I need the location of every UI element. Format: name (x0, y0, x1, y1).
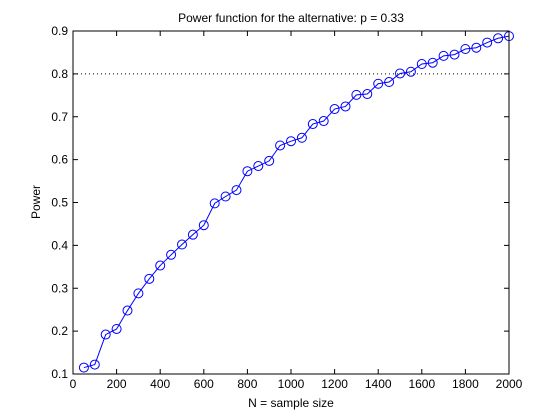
x-tick-label: 1000 (278, 377, 305, 391)
data-point (362, 89, 373, 100)
data-point (166, 249, 177, 260)
x-tick-label: 1800 (452, 377, 479, 391)
data-point (144, 273, 155, 284)
series-layer (78, 31, 514, 373)
data-point (155, 260, 166, 271)
x-tick-label: 2000 (496, 377, 523, 391)
y-tick-label: 0.1 (51, 367, 68, 381)
data-point (177, 239, 187, 250)
x-tick-label: 1600 (408, 377, 435, 391)
data-point (460, 44, 471, 55)
data-point (133, 288, 144, 299)
data-point (482, 37, 493, 48)
x-ticks: 0 200 400 600 800 1000 1200 1400 1600 1800 2000 (70, 31, 523, 391)
x-tick-label: 600 (194, 377, 214, 391)
x-tick-label: 800 (237, 377, 257, 391)
chart-title: Power function for the alternative: p = … (178, 11, 404, 25)
y-tick-label: 0.8 (51, 67, 68, 81)
x-tick-label: 200 (107, 377, 127, 391)
data-point (438, 50, 449, 61)
y-tick-label: 0.9 (51, 24, 68, 38)
data-point (395, 68, 405, 79)
plot-background (73, 31, 509, 374)
data-point (416, 59, 427, 70)
data-point (384, 77, 395, 88)
data-point (307, 119, 318, 130)
y-tick-label: 0.3 (51, 281, 68, 295)
y-tick-label: 0.4 (51, 238, 68, 252)
x-axis-label: N = sample size (248, 396, 334, 410)
data-point (427, 57, 438, 68)
data-point (209, 198, 220, 209)
data-point (340, 101, 351, 112)
data-point (100, 329, 111, 340)
data-point (264, 155, 275, 166)
y-tick-label: 0.7 (51, 110, 68, 124)
y-axis-label: Power (29, 185, 43, 219)
data-point (275, 140, 286, 151)
data-point (89, 359, 100, 370)
data-point (253, 161, 264, 172)
data-point (187, 229, 198, 240)
data-point (286, 136, 296, 147)
x-tick-label: 1200 (321, 377, 348, 391)
y-ticks: 0.1 0.2 0.3 0.4 0.5 0.6 0.7 0.8 0.9 (51, 24, 509, 381)
x-tick-label: 400 (150, 377, 170, 391)
x-tick-label: 1400 (365, 377, 392, 391)
y-tick-label: 0.2 (51, 324, 68, 338)
data-point (220, 191, 231, 202)
data-point (122, 305, 133, 316)
data-point (373, 78, 384, 89)
y-tick-label: 0.5 (51, 196, 68, 210)
data-point (405, 66, 416, 77)
data-point (351, 89, 362, 100)
data-point (78, 362, 89, 373)
data-point (471, 42, 482, 53)
data-point (242, 166, 253, 177)
data-point (493, 33, 504, 44)
y-tick-label: 0.6 (51, 153, 68, 167)
x-tick-label: 0 (70, 377, 77, 391)
data-point (449, 49, 460, 60)
series-line (83, 35, 510, 369)
data-point (198, 220, 209, 231)
data-point (231, 185, 242, 196)
data-point (296, 132, 307, 143)
data-point (329, 104, 340, 115)
data-point (111, 323, 122, 334)
data-point (318, 116, 329, 127)
